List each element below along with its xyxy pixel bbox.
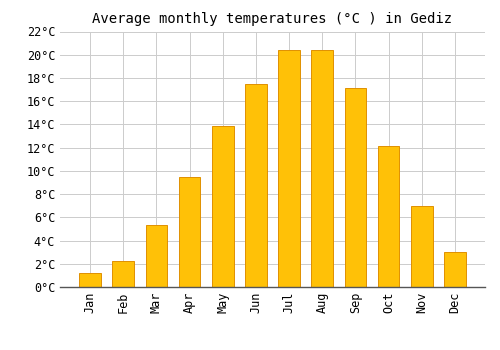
Bar (80, 273, 101, 287)
Bar (411, 206, 432, 287)
Bar (278, 50, 300, 287)
Bar (212, 126, 234, 287)
Bar (179, 177, 201, 287)
Bar (444, 252, 466, 287)
Bar (344, 89, 366, 287)
Bar (146, 225, 167, 287)
Bar (312, 50, 333, 287)
Bar (245, 84, 266, 287)
Bar (378, 146, 400, 287)
Title: Average monthly temperatures (°C ) in Gediz: Average monthly temperatures (°C ) in Ge… (92, 12, 452, 26)
Bar (112, 261, 134, 287)
